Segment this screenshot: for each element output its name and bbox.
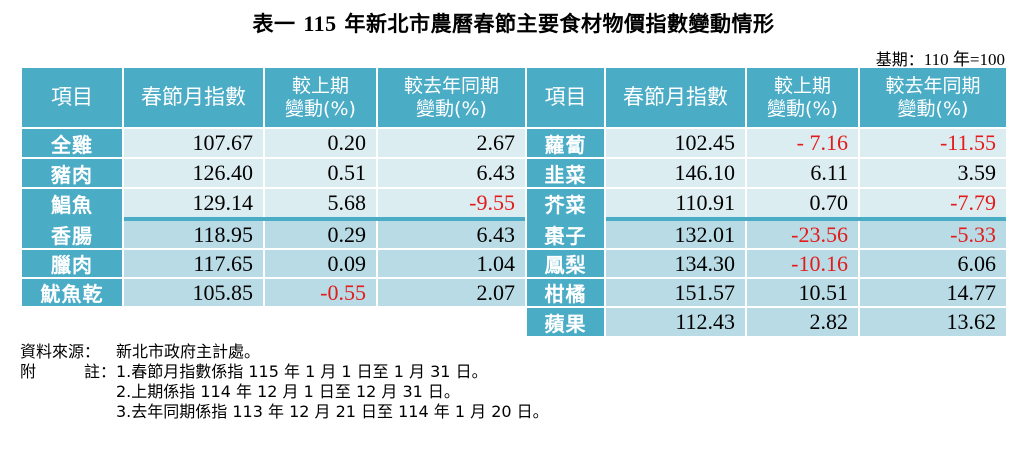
row-item-label: 臘肉	[22, 250, 122, 277]
cell-yoy: 6.06	[860, 250, 1006, 277]
cell-yoy: -9.55	[378, 189, 525, 217]
cell-index: 134.30	[606, 250, 745, 277]
source-line: 資料來源： 新北市政府主計處。	[20, 342, 549, 362]
cell-index: 105.85	[124, 279, 263, 306]
cell-index: 146.10	[606, 159, 745, 187]
cell-yoy: 14.77	[860, 279, 1006, 306]
note-line-3: 3.去年同期係指 113 年 12 月 21 日至 114 年 1 月 20 日…	[20, 402, 549, 422]
cell-prev: 0.09	[265, 250, 376, 277]
cell-yoy: 6.43	[378, 221, 525, 248]
row-item-label: 豬肉	[22, 159, 122, 187]
source-label: 資料來源：	[20, 342, 101, 361]
table-title: 表一 115 年新北市農曆春節主要食材物價指數變動情形	[0, 8, 1027, 38]
group-divider	[124, 217, 525, 221]
note-1: 1.春節月指數係指 115 年 1 月 1 日至 1 月 31 日。	[116, 362, 488, 381]
cell-prev: -10.16	[747, 250, 858, 277]
row-item-label: 魷魚乾	[22, 279, 122, 306]
cell-prev: -23.56	[747, 221, 858, 248]
base-period-value: 110 年=100	[923, 50, 1005, 69]
cell-yoy: -11.55	[860, 129, 1006, 157]
note-3: 3.去年同期係指 113 年 12 月 21 日至 114 年 1 月 20 日…	[116, 402, 549, 421]
cell-index: 129.14	[124, 189, 263, 217]
header-yoy-right: 較去年同期 變動(%)	[860, 68, 1006, 127]
cell-yoy: 2.67	[378, 129, 525, 157]
cell-index: 118.95	[124, 221, 263, 248]
row-item-label: 全雞	[22, 129, 122, 157]
header-index-right: 春節月指數	[606, 68, 745, 127]
cell-yoy: 13.62	[860, 308, 1006, 336]
row-item-label: 韭菜	[527, 159, 604, 187]
cell-index: 107.67	[124, 129, 263, 157]
row-item-label: 芥菜	[527, 189, 604, 217]
cell-prev: 0.20	[265, 129, 376, 157]
notes-section: 資料來源： 新北市政府主計處。 附註： 1.春節月指數係指 115 年 1 月 1 …	[20, 342, 549, 422]
cell-index: 102.45	[606, 129, 745, 157]
row-item-label: 鯧魚	[22, 189, 122, 217]
cell-yoy: 6.43	[378, 159, 525, 187]
cell-index: 110.91	[606, 189, 745, 217]
header-item-left: 項目	[22, 68, 122, 127]
cell-index: 112.43	[606, 308, 745, 336]
header-prev-left: 較上期 變動(%)	[265, 68, 376, 127]
cell-prev: 2.82	[747, 308, 858, 336]
title-text: 年新北市農曆春節主要食材物價指數變動情形	[336, 12, 775, 36]
header-item-right: 項目	[527, 68, 604, 127]
cell-yoy: -7.79	[860, 189, 1006, 217]
note-label: 附註：	[20, 362, 116, 381]
base-period: 基期：110 年=100	[876, 45, 1005, 70]
row-item-label: 柑橘	[527, 279, 604, 306]
item-column-divider	[22, 217, 122, 221]
row-item-label: 棗子	[527, 221, 604, 248]
source-value: 新北市政府主計處。	[116, 342, 261, 361]
cell-prev: 10.51	[747, 279, 858, 306]
row-item-label: 蘿蔔	[527, 129, 604, 157]
title-prefix: 表一	[252, 12, 304, 36]
cell-prev: 0.70	[747, 189, 858, 217]
cell-yoy: -5.33	[860, 221, 1006, 248]
header-prev-right: 較上期 變動(%)	[747, 68, 858, 127]
cell-prev: 0.29	[265, 221, 376, 248]
cell-prev: - 7.16	[747, 129, 858, 157]
cell-index: 126.40	[124, 159, 263, 187]
cell-index: 151.57	[606, 279, 745, 306]
header-yoy-left: 較去年同期 變動(%)	[378, 68, 525, 127]
cell-index: 132.01	[606, 221, 745, 248]
cell-index: 117.65	[124, 250, 263, 277]
row-item-label: 蘋果	[527, 308, 604, 336]
cell-yoy: 1.04	[378, 250, 525, 277]
cell-prev: 6.11	[747, 159, 858, 187]
group-divider	[606, 217, 1006, 221]
note-2: 2.上期係指 114 年 12 月 1 日至 12 月 31 日。	[116, 382, 460, 401]
cell-prev: 5.68	[265, 189, 376, 217]
row-item-label: 香腸	[22, 221, 122, 248]
cell-yoy: 3.59	[860, 159, 1006, 187]
header-index-left: 春節月指數	[124, 68, 263, 127]
cell-prev: -0.55	[265, 279, 376, 306]
cell-yoy: 2.07	[378, 279, 525, 306]
base-period-label: 基期：	[875, 50, 924, 69]
note-line-1: 附註： 1.春節月指數係指 115 年 1 月 1 日至 1 月 31 日。	[20, 362, 549, 382]
cell-prev: 0.51	[265, 159, 376, 187]
row-item-label: 鳳梨	[527, 250, 604, 277]
note-line-2: 2.上期係指 114 年 12 月 1 日至 12 月 31 日。	[20, 382, 549, 402]
title-year: 115	[303, 11, 337, 36]
item-column-divider	[527, 217, 604, 221]
